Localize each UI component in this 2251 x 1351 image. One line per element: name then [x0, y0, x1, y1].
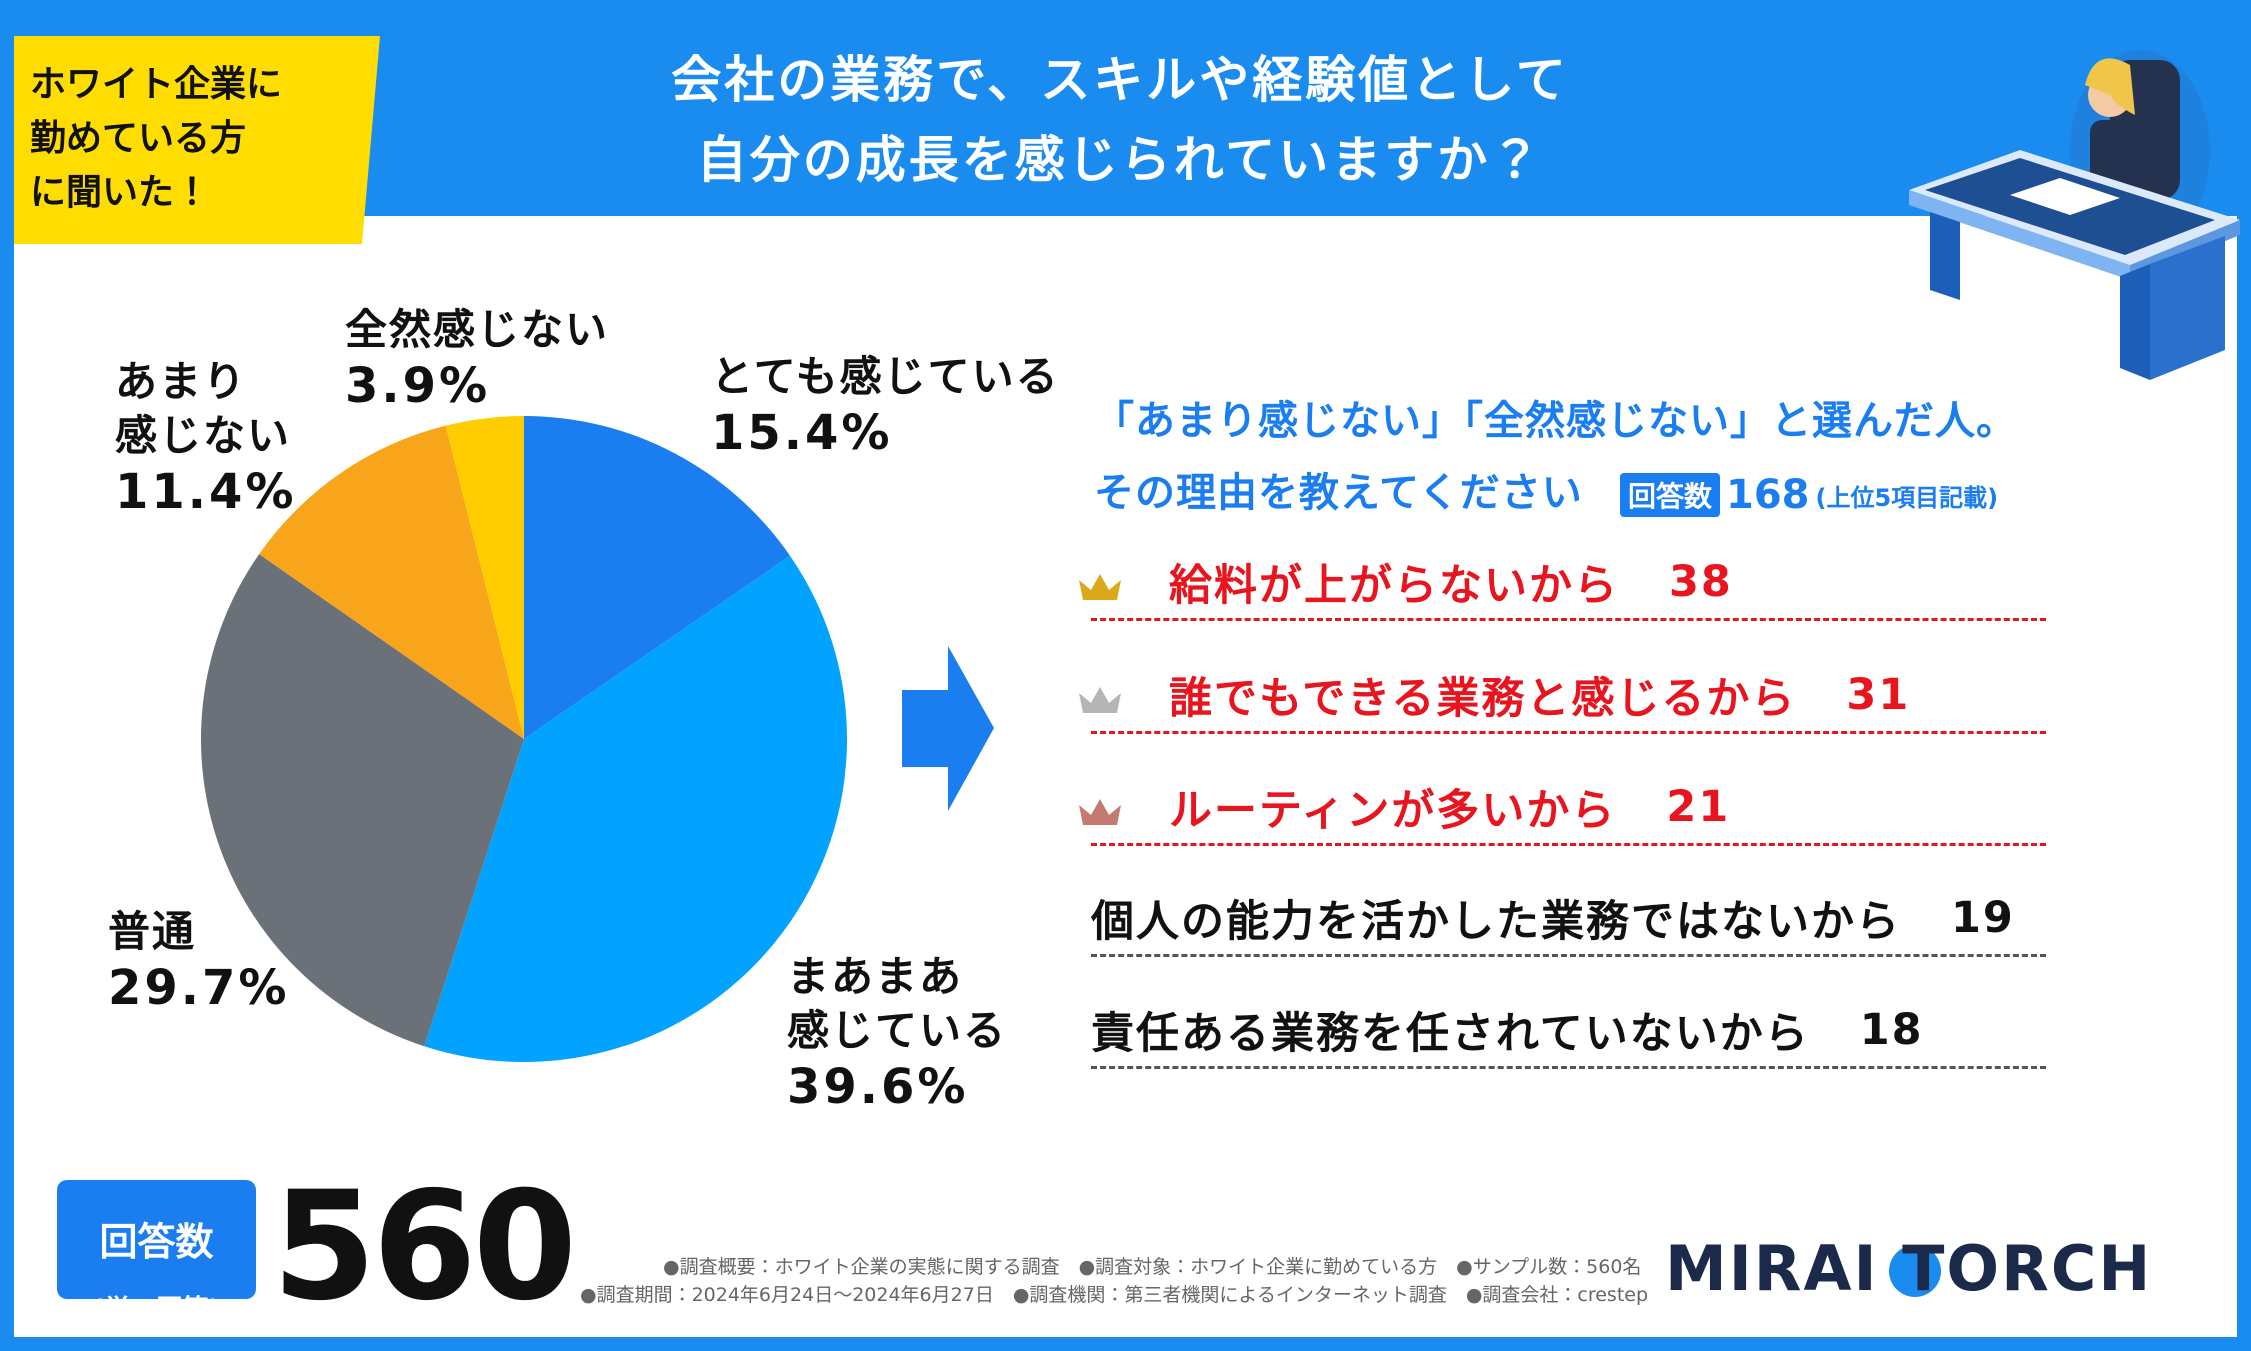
logo-torch — [1889, 1245, 1941, 1297]
reason-row: ルーティンが多いから 21 — [1091, 771, 2046, 846]
reason-row: 責任ある業務を任されていないから 18 — [1091, 994, 2046, 1069]
pie-slice — [200, 554, 525, 1047]
crowns — [1079, 574, 1121, 825]
pie-slice — [445, 416, 524, 739]
reason-row: 個人の能力を活かした業務ではないから 19 — [1091, 882, 2046, 957]
footnote: ●調査期間：2024年6月24日～2024年6月27日 ●調査機関：第三者機関に… — [580, 1284, 1649, 1306]
pie-label: 全然感じない 3.9% — [345, 303, 609, 415]
total-badge: 回答数 (単一回答) — [57, 1180, 256, 1325]
total-label: 回答数 — [99, 1220, 214, 1264]
pie-label-value: 11.4% — [115, 464, 297, 520]
crown-bronze — [1079, 799, 1121, 825]
total: 560 — [272, 1160, 577, 1334]
respondents-note: (上位5項目記載) — [1815, 483, 1999, 512]
reason-count: 18 — [1859, 1005, 1924, 1055]
footnote: ●調査概要：ホワイト企業の実態に関する調査 ●調査対象：ホワイト企業に勤めている… — [663, 1256, 1642, 1278]
reason-count: 38 — [1669, 557, 1733, 607]
reason-count: 21 — [1666, 782, 1731, 832]
respondents-label: 回答数 — [1620, 473, 1721, 517]
question: 「あまり感じない」「全然感じない」と選んだ人。 その理由を教えてください — [1094, 398, 2017, 516]
pie-label: 普通 29.7% — [108, 905, 290, 1017]
pie-label: あまり 感じない 11.4% — [115, 355, 297, 521]
pie-slice — [259, 425, 524, 739]
pie-label-value: 29.7% — [108, 960, 290, 1016]
reason-count: 31 — [1846, 670, 1911, 720]
respondents-count: 168 — [1726, 472, 1810, 518]
pie-slice — [524, 416, 791, 739]
pie-chart — [200, 416, 848, 1063]
pie-slice — [424, 555, 848, 1063]
arrow — [902, 646, 994, 811]
reason-text: 責任ある業務を任されていないから — [1091, 1009, 1810, 1059]
pie-label: まあまあ 感じている 39.6% — [787, 950, 1007, 1116]
reason-row: 誰でもできる業務と感じるから 31 — [1091, 659, 2046, 734]
badge: ホワイト企業に 勤めている方 に聞いた！ — [30, 64, 283, 213]
total-sublabel: (単一回答) — [92, 1295, 221, 1325]
reason-text: ルーティンが多いから — [1169, 786, 1617, 836]
pie-label-value: 3.9% — [345, 358, 491, 414]
reason-text: 誰でもできる業務と感じるから — [1169, 674, 1797, 724]
pie-label-value: 39.6% — [787, 1059, 969, 1115]
pie-label: とても感じている 15.4% — [711, 350, 1060, 462]
logo: MIRAI TORCH — [1665, 1232, 2153, 1305]
pie-label-value: 15.4% — [711, 405, 893, 461]
crown-silver — [1079, 687, 1121, 713]
title: 会社の業務で、スキルや経験値として 自分の成長を感じられていますか？ — [671, 51, 1569, 189]
respondents: 回答数 168 (上位5項目記載) — [1620, 472, 1998, 518]
pie-label-category: まあまあ 感じている — [787, 952, 1008, 1055]
reason-text: 個人の能力を活かした業務ではないから — [1091, 897, 1901, 947]
crown-gold — [1079, 574, 1121, 600]
illustration — [1909, 50, 2240, 380]
reason-row: 給料が上がらないから 38 — [1091, 546, 2046, 621]
reason-text: 給料が上がらないから — [1169, 561, 1619, 611]
pie-label-category: とても感じている — [711, 352, 1060, 401]
pie-label-category: 普通 — [108, 907, 197, 956]
pie-label-category: あまり 感じない — [115, 357, 292, 460]
pie-label-category: 全然感じない — [345, 305, 610, 354]
badge-shape — [14, 36, 380, 244]
reason-count: 19 — [1951, 893, 2015, 943]
